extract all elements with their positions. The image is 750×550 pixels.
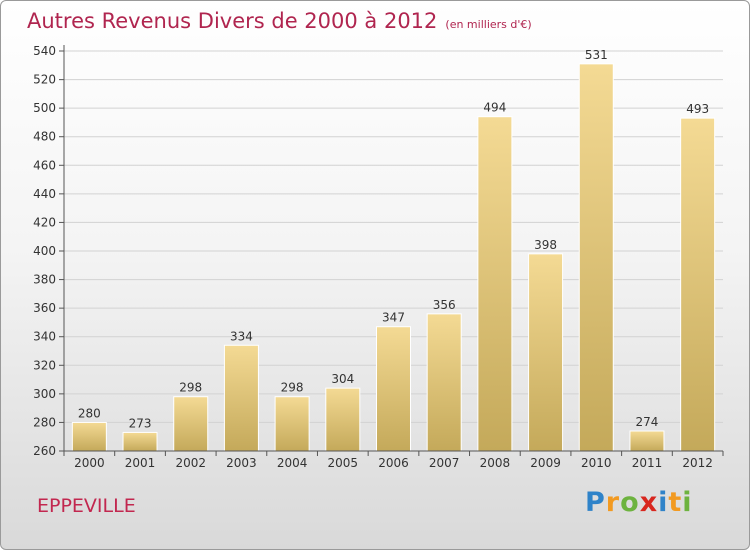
x-tick-label: 2009 bbox=[530, 456, 561, 470]
bar-value-label: 280 bbox=[78, 406, 101, 420]
x-tick-label: 2003 bbox=[226, 456, 257, 470]
y-tick-label: 320 bbox=[33, 358, 56, 372]
bar-2001 bbox=[122, 431, 158, 452]
y-tick-label: 480 bbox=[33, 130, 56, 144]
x-tick-label: 2008 bbox=[480, 456, 511, 470]
x-tick-label: 2000 bbox=[74, 456, 105, 470]
bar-value-label: 304 bbox=[331, 372, 354, 386]
chart-subtitle: (en milliers d'€) bbox=[445, 18, 532, 31]
y-tick-label: 520 bbox=[33, 73, 56, 87]
proxiti-logo: Proxiti bbox=[585, 487, 693, 518]
bar-2006 bbox=[376, 326, 411, 452]
bar-value-label: 347 bbox=[382, 311, 405, 325]
y-tick-label: 360 bbox=[33, 301, 56, 315]
x-tick-label: 2005 bbox=[328, 456, 359, 470]
x-tick-label: 2004 bbox=[277, 456, 308, 470]
x-tick-label: 2012 bbox=[682, 456, 713, 470]
x-tick-label: 2006 bbox=[378, 456, 409, 470]
bar-2009 bbox=[528, 253, 564, 452]
bar-value-label: 531 bbox=[585, 48, 608, 62]
bar-value-label: 273 bbox=[129, 416, 152, 430]
y-tick-label: 340 bbox=[33, 330, 56, 344]
bar-2002 bbox=[173, 396, 209, 452]
y-tick-label: 280 bbox=[33, 415, 56, 429]
bar-2003 bbox=[223, 344, 259, 452]
bar-value-label: 494 bbox=[483, 101, 506, 115]
x-tick-label: 2007 bbox=[429, 456, 460, 470]
y-tick-label: 380 bbox=[33, 273, 56, 287]
y-tick-label: 300 bbox=[33, 387, 56, 401]
x-tick-label: 2011 bbox=[632, 456, 663, 470]
y-tick-label: 420 bbox=[33, 215, 56, 229]
bar-2007 bbox=[426, 313, 462, 452]
bar-value-label: 493 bbox=[686, 102, 709, 116]
y-tick-label: 400 bbox=[33, 244, 56, 258]
bar-value-label: 356 bbox=[433, 298, 456, 312]
bar-value-label: 334 bbox=[230, 329, 253, 343]
bar-2005 bbox=[325, 387, 361, 452]
title-row: Autres Revenus Divers de 2000 à 2012 (en … bbox=[27, 9, 532, 33]
commune-name: EPPEVILLE bbox=[37, 495, 136, 517]
bar-value-label: 274 bbox=[636, 415, 659, 429]
y-tick-label: 460 bbox=[33, 158, 56, 172]
bar-2000 bbox=[71, 421, 107, 452]
x-tick-label: 2001 bbox=[125, 456, 156, 470]
bar-2008 bbox=[477, 116, 513, 452]
bar-2004 bbox=[274, 396, 310, 452]
y-tick-label: 440 bbox=[33, 187, 56, 201]
bar-2012 bbox=[680, 117, 716, 452]
x-tick-label: 2010 bbox=[581, 456, 612, 470]
x-tick-label: 2002 bbox=[175, 456, 206, 470]
bar-2011 bbox=[629, 430, 665, 452]
y-tick-label: 500 bbox=[33, 101, 56, 115]
y-tick-label: 540 bbox=[33, 44, 56, 58]
chart-title: Autres Revenus Divers de 2000 à 2012 bbox=[27, 9, 438, 33]
bar-value-label: 298 bbox=[281, 381, 304, 395]
bar-value-label: 298 bbox=[179, 381, 202, 395]
bar-2010 bbox=[578, 63, 614, 452]
y-tick-label: 260 bbox=[33, 444, 56, 458]
bar-value-label: 398 bbox=[534, 238, 557, 252]
